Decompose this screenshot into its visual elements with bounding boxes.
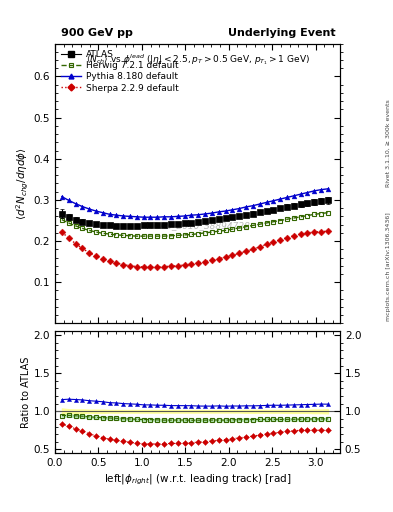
Text: $\langle N_{ch}\rangle$ vs $\phi^{lead}$ ($|\eta| < 2.5, p_T > 0.5$ GeV, $p_{T_1: $\langle N_{ch}\rangle$ vs $\phi^{lead}$… [86,52,309,67]
Y-axis label: Ratio to ATLAS: Ratio to ATLAS [21,356,31,428]
X-axis label: left$|\phi_{right}|$ (w.r.t. leading track) [rad]: left$|\phi_{right}|$ (w.r.t. leading tra… [104,472,291,486]
Text: 900 GeV pp: 900 GeV pp [61,28,133,38]
Text: mcplots.cern.ch [arXiv:1306.3436]: mcplots.cern.ch [arXiv:1306.3436] [386,212,391,321]
Y-axis label: $\langle d^2 N_{chg}/d\eta d\phi \rangle$: $\langle d^2 N_{chg}/d\eta d\phi \rangle… [15,147,31,220]
Text: Rivet 3.1.10, ≥ 300k events: Rivet 3.1.10, ≥ 300k events [386,99,391,187]
Text: Underlying Event: Underlying Event [228,28,336,38]
Text: ATLAS_2010_S8894728: ATLAS_2010_S8894728 [145,221,250,230]
Legend: ATLAS, Herwig 7.2.1 default, Pythia 8.180 default, Sherpa 2.2.9 default: ATLAS, Herwig 7.2.1 default, Pythia 8.18… [59,48,180,94]
